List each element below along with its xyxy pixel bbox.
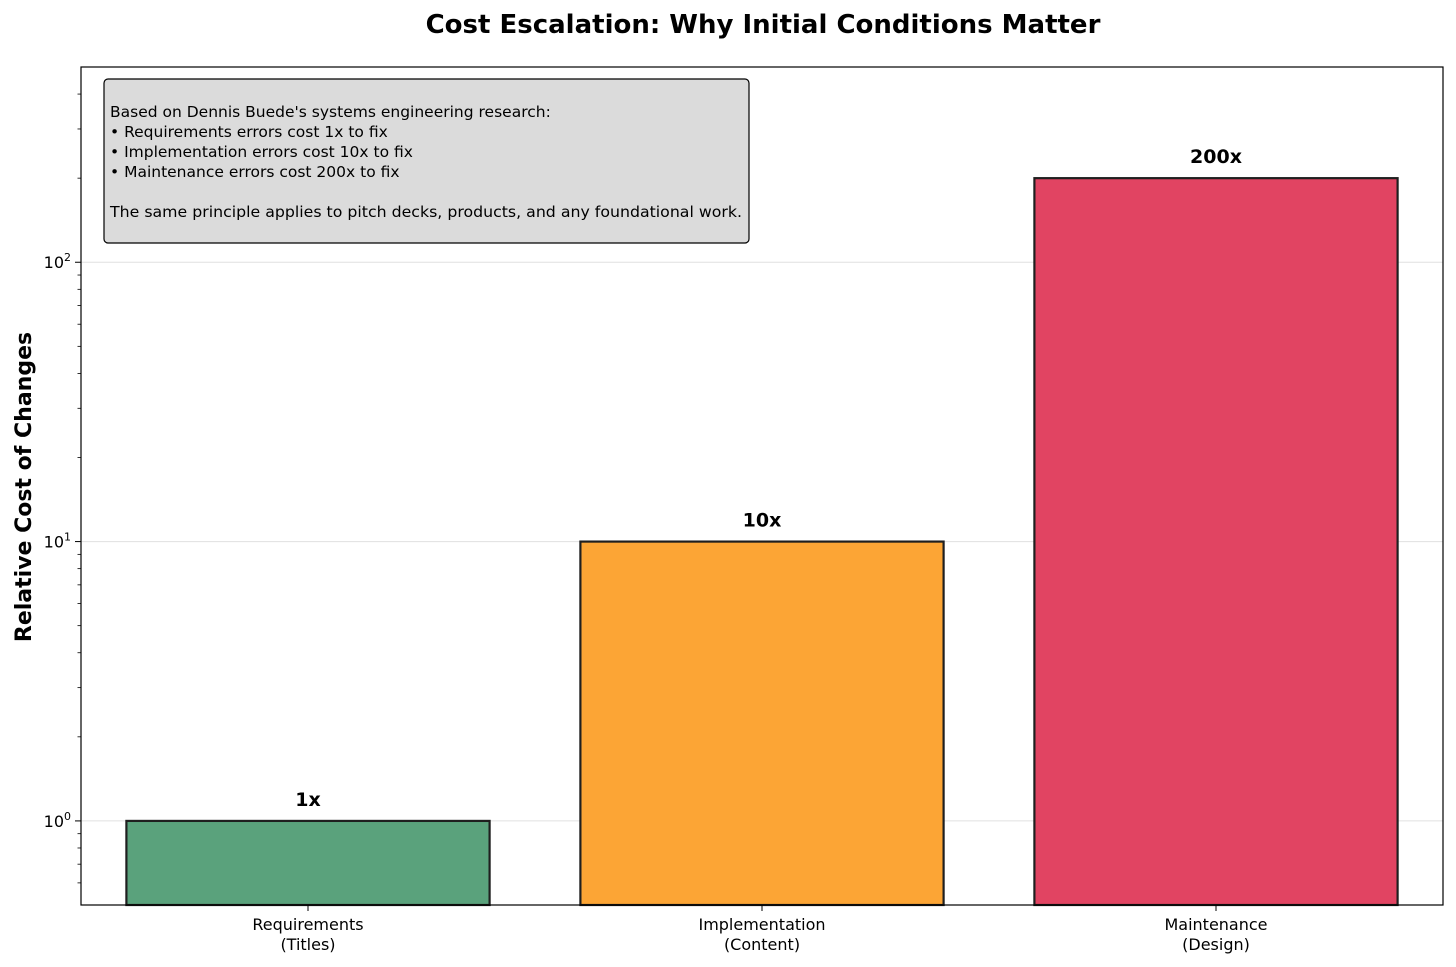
x-tick-label: Maintenance [1164,915,1267,934]
annotation-box-bg [103,78,750,244]
x-tick-label: Implementation [698,915,825,934]
x-tick-label: (Design) [1182,935,1250,954]
annotation-box: Based on Dennis Buede's systems engineer… [103,78,750,244]
y-tick-label: 101 [44,531,71,552]
annotation-line: • Maintenance errors cost 200x to fix [110,163,400,181]
data-label: 1x [295,789,320,811]
bar-implementation [579,540,945,907]
x-tick-label: Requirements [252,915,363,934]
bar-maintenance [1033,177,1399,907]
data-label: 200x [1190,146,1242,168]
data-label: 10x [743,510,782,532]
bar-requirements [125,819,491,907]
bars [125,177,1399,907]
y-tick-label: 100 [44,810,71,831]
x-tick-label: (Titles) [280,935,335,954]
annotation-line: The same principle applies to pitch deck… [109,203,742,221]
y-tick-label: 102 [44,251,71,272]
data-labels: 1x 10x 200x [295,146,1242,811]
axis-ticks: 100 101 102 Requirements(Titles) Implementat… [44,93,1268,954]
annotation-line: Based on Dennis Buede's systems engineer… [110,103,551,121]
annotation-line: • Implementation errors cost 10x to fix [110,143,413,161]
annotation-line: • Requirements errors cost 1x to fix [110,123,388,141]
x-tick-label: (Content) [724,935,800,954]
chart-title: Cost Escalation: Why Initial Conditions … [426,10,1101,40]
y-axis-label: Relative Cost of Changes [12,332,37,642]
